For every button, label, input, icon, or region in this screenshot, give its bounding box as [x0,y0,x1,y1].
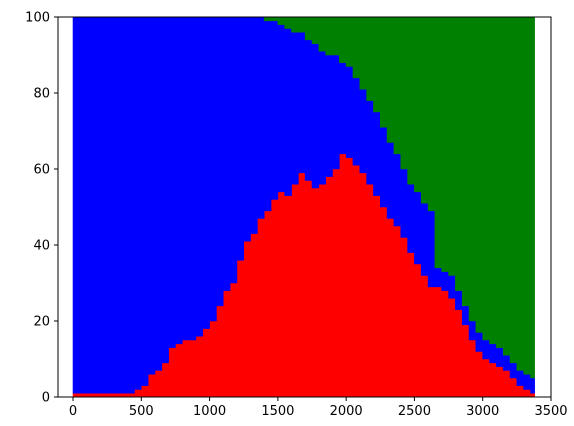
x-tick-label: 500 [129,404,154,419]
y-tick-label: 0 [42,391,50,406]
plot-frame [57,16,552,398]
y-tick-label: 60 [33,163,50,178]
x-tick-label: 3000 [466,404,499,419]
x-tick-label: 1000 [193,404,226,419]
x-tick-label: 1500 [261,404,294,419]
y-tick-label: 20 [33,315,50,330]
x-tick-label: 0 [69,404,77,419]
y-tick-label: 40 [33,239,50,254]
y-tick-label: 80 [33,87,50,102]
axes: 0 500 1000 1500 2000 2500 3000 3500 0 20 40 60 80 100 [25,11,567,420]
x-tick-label: 3500 [534,404,567,419]
y-tick-label: 100 [25,11,50,26]
x-tick-label: 2000 [330,404,363,419]
plot-area [72,16,535,398]
x-tick-label: 2500 [398,404,431,419]
